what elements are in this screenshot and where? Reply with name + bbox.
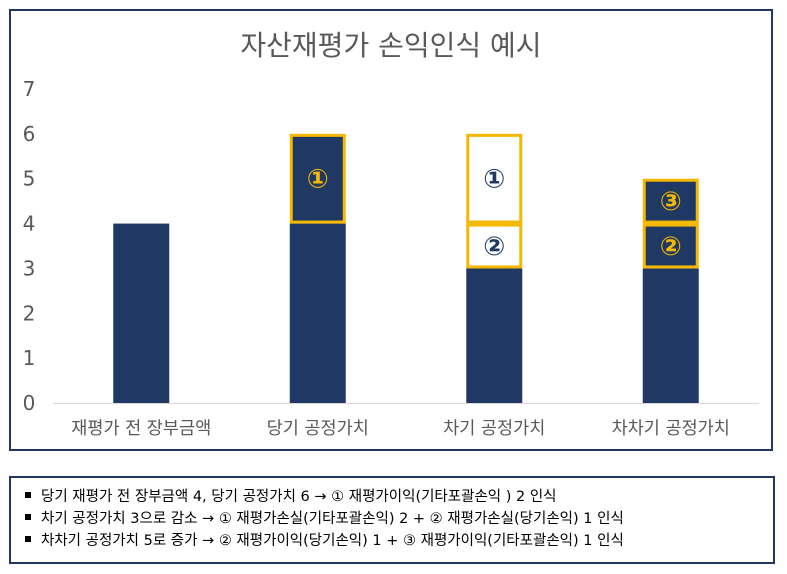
note-text: 차기 공정가치 3으로 감소 → ① 재평가손실(기타포괄손익) 2 + ② 재… <box>41 511 624 527</box>
bar-segment <box>642 223 699 269</box>
bullet-icon <box>25 514 31 520</box>
y-tick-label: 5 <box>23 167 36 191</box>
bar-segment <box>466 133 523 224</box>
y-tick-label: 7 <box>23 77 36 101</box>
bullet-icon <box>25 492 31 498</box>
bar-segment-label: ② <box>660 232 682 262</box>
y-tick-label: 0 <box>23 391 36 415</box>
chart-title: 자산재평가 손익인식 예시 <box>240 29 541 62</box>
bar-segment-label: ③ <box>660 187 682 217</box>
bar-segment <box>642 178 699 224</box>
y-tick-label: 1 <box>23 346 36 370</box>
bar-segment <box>642 268 699 403</box>
y-tick-label: 6 <box>23 122 36 146</box>
bar-segment <box>466 223 523 269</box>
note-line: 당기 재평가 전 장부금액 4, 당기 공정가치 6 → ① 재평가이익(기타포… <box>25 486 773 508</box>
notes-box: 당기 재평가 전 장부금액 4, 당기 공정가치 6 → ① 재평가이익(기타포… <box>9 476 775 564</box>
x-category-label: 재평가 전 장부금액 <box>71 419 211 439</box>
bar-segment <box>289 223 346 403</box>
note-text: 당기 재평가 전 장부금액 4, 당기 공정가치 6 → ① 재평가이익(기타포… <box>41 489 557 505</box>
bar-segment-label: ① <box>483 165 505 195</box>
note-line: 차기 공정가치 3으로 감소 → ① 재평가손실(기타포괄손익) 2 + ② 재… <box>25 508 773 530</box>
bar-segment <box>289 133 346 224</box>
x-category-label: 차차기 공정가치 <box>612 419 730 439</box>
y-tick-label: 4 <box>23 212 36 236</box>
note-text: 차차기 공정가치 5로 증가 → ② 재평가이익(당기손익) 1 + ③ 재평가… <box>41 533 624 549</box>
bar-chart: 자산재평가 손익인식 예시 0 1 2 3 4 5 6 7 ① ② ① ② ③ 재평가 전 장부금액 당… <box>23 29 759 439</box>
bar-segment <box>466 268 523 403</box>
bar-segment-label: ① <box>307 165 329 195</box>
bar-segment-label: ② <box>483 232 505 262</box>
x-category-label: 차기 공정가치 <box>443 419 545 439</box>
bar-segment <box>113 223 170 403</box>
chart-frame: 자산재평가 손익인식 예시 0 1 2 3 4 5 6 7 ① ② ① ② ③ 재평가 전 장부금액 당… <box>9 9 773 451</box>
y-tick-label: 2 <box>23 301 36 325</box>
bullet-icon <box>25 536 31 542</box>
note-line: 차차기 공정가치 5로 증가 → ② 재평가이익(당기손익) 1 + ③ 재평가… <box>25 530 773 552</box>
x-category-label: 당기 공정가치 <box>267 419 369 439</box>
y-tick-label: 3 <box>23 256 36 280</box>
